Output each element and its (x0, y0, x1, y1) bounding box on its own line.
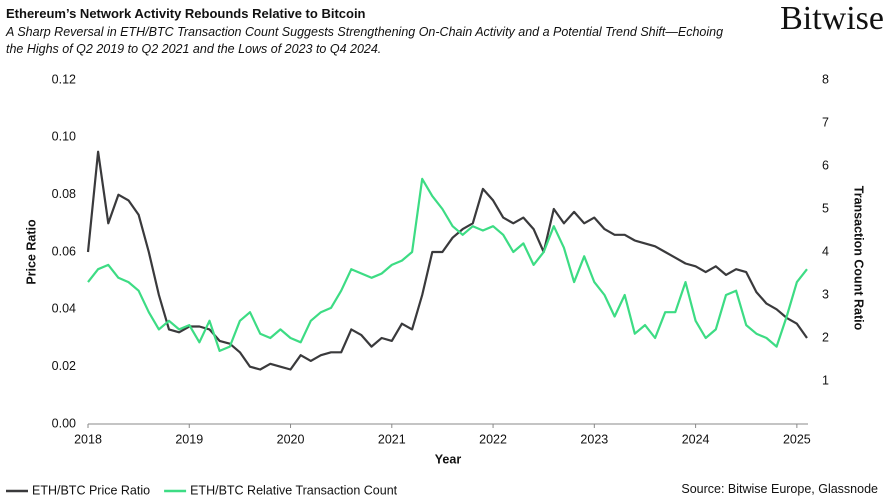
y2-axis-title: Transaction Count Ratio (852, 186, 866, 331)
y2-tick-label: 5 (822, 201, 829, 215)
x-tick-label: 2023 (580, 432, 608, 446)
chart-subtitle: A Sharp Reversal in ETH/BTC Transaction … (6, 25, 724, 56)
brand-logo: Bitwise (780, 0, 884, 37)
legend-label: ETH/BTC Price Ratio (32, 483, 150, 497)
y2-tick-label: 3 (822, 287, 829, 301)
y-tick-label: 0.08 (52, 187, 76, 201)
y2-tick-label: 2 (822, 330, 829, 344)
y-tick-label: 0.00 (52, 416, 76, 430)
y2-tick-label: 8 (822, 72, 829, 86)
y2-tick-label: 1 (822, 373, 829, 387)
x-tick-label: 2019 (175, 432, 203, 446)
y-tick-label: 0.10 (52, 130, 76, 144)
source-note: Source: Bitwise Europe, Glassnode (681, 482, 878, 496)
y-axis-title: Price Ratio (24, 219, 38, 285)
x-tick-label: 2025 (783, 432, 811, 446)
x-tick-label: 2018 (74, 432, 102, 446)
series-line (86, 150, 808, 371)
y-tick-label: 0.04 (52, 302, 76, 316)
y2-tick-label: 7 (822, 115, 829, 129)
y-tick-label: 0.06 (52, 244, 76, 258)
x-tick-label: 2020 (277, 432, 305, 446)
x-tick-label: 2024 (682, 432, 710, 446)
x-tick-label: 2021 (378, 432, 406, 446)
y2-tick-label: 4 (822, 244, 829, 258)
chart-title: Ethereum’s Network Activity Rebounds Rel… (6, 6, 366, 21)
x-tick-label: 2022 (479, 432, 507, 446)
series-line (87, 177, 808, 352)
y-tick-label: 0.02 (52, 359, 76, 373)
y2-tick-label: 6 (822, 158, 829, 172)
legend-label: ETH/BTC Relative Transaction Count (190, 483, 398, 497)
x-axis-title: Year (435, 452, 462, 466)
y-tick-label: 0.12 (52, 72, 76, 86)
